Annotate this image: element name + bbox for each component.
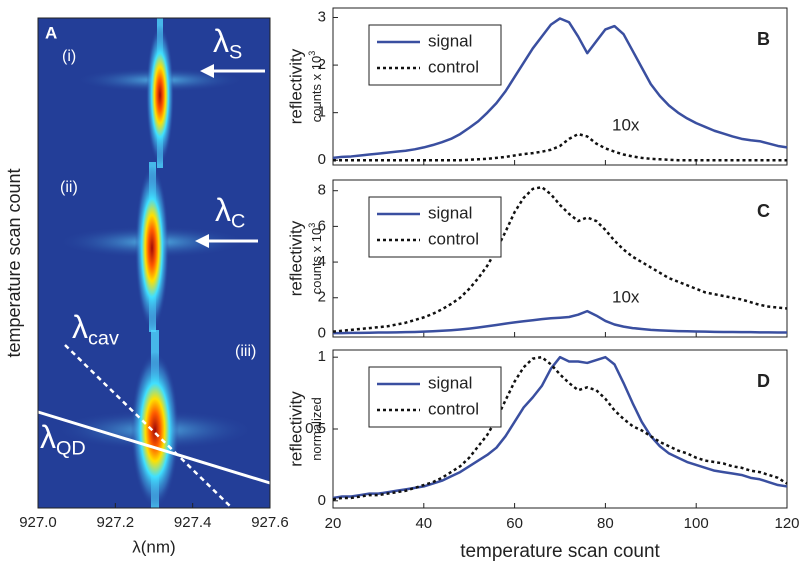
annotation-sub: S xyxy=(229,42,242,64)
annotation: 10x xyxy=(612,115,640,134)
annotation-main: (ii) xyxy=(60,179,78,196)
y-tick-label: 1 xyxy=(318,348,326,365)
series-line xyxy=(333,132,787,162)
y-tick-label: 0 xyxy=(318,151,326,168)
annotation: λQD xyxy=(40,419,86,459)
legend-label: control xyxy=(428,399,479,418)
series-line xyxy=(333,309,787,335)
annotation: λS xyxy=(213,23,242,63)
annotation-main: λ xyxy=(40,419,56,455)
y-axis-label: reflectivity xyxy=(286,48,305,124)
panel-label: B xyxy=(757,29,770,49)
y-axis-sublabel-main: counts x 10 xyxy=(309,56,324,123)
legend-label: signal xyxy=(428,203,472,222)
y-tick-label: 0.5 xyxy=(305,420,326,437)
x-tick-label: 20 xyxy=(325,515,342,532)
y-tick-label: 4 xyxy=(318,253,326,270)
legend-label: signal xyxy=(428,373,472,392)
y-tick-label: 8 xyxy=(318,182,326,199)
series-line xyxy=(332,185,788,333)
annotation: (ii) xyxy=(60,179,78,196)
x-tick-label: 60 xyxy=(506,515,523,532)
annotation-main: λ xyxy=(213,23,229,59)
x-tick-label: 40 xyxy=(415,515,432,532)
y-axis-sublabel-main: counts x 10 xyxy=(309,228,324,295)
y-tick-label: 2 xyxy=(318,289,326,306)
y-axis-label: reflectivity xyxy=(286,220,305,296)
y-axis-label: temperature scan count xyxy=(4,168,24,357)
y-axis-sublabel-main: normalized xyxy=(309,397,324,461)
panel-label: C xyxy=(757,201,770,221)
x-tick-label: 100 xyxy=(684,515,709,532)
legend-label: control xyxy=(428,229,479,248)
x-tick-label: 927.6 xyxy=(251,514,289,531)
x-axis-label: λ(nm) xyxy=(132,537,175,556)
x-tick-label: 927.2 xyxy=(97,514,135,531)
annotation-sub: cav xyxy=(88,328,119,350)
x-tick-label: 927.0 xyxy=(19,514,57,531)
x-tick-label: 927.4 xyxy=(174,514,212,531)
legend-box xyxy=(368,366,502,428)
y-axis-sublabel-sup: 3 xyxy=(307,223,317,228)
annotation: (iii) xyxy=(235,343,256,360)
spectral-map xyxy=(37,17,271,509)
y-tick-label: 1 xyxy=(318,104,326,121)
annotation: λC xyxy=(215,192,245,232)
y-axis-sublabel: normalized xyxy=(309,397,324,461)
y-tick-label: 2 xyxy=(318,56,326,73)
series-line xyxy=(332,355,788,501)
x-tick-label: 80 xyxy=(597,515,614,532)
panel-label: D xyxy=(757,371,770,391)
annotation-main: λ xyxy=(72,309,88,345)
y-axis-sublabel: counts x 103 xyxy=(307,223,324,295)
x-axis-label: temperature scan count xyxy=(460,541,660,561)
annotation-main: λ xyxy=(215,192,231,228)
series-line xyxy=(332,355,788,500)
legend-label: control xyxy=(428,57,479,76)
plot-frame xyxy=(332,7,788,166)
annotation: (i) xyxy=(62,48,76,65)
x-tick-label: 120 xyxy=(774,515,799,532)
annotation-sub: QD xyxy=(56,438,86,460)
y-tick-label: 0 xyxy=(318,492,326,509)
y-tick-label: 6 xyxy=(318,217,326,234)
plot-frame xyxy=(332,179,788,338)
y-axis-sublabel: counts x 103 xyxy=(307,51,324,123)
annotation-main: (i) xyxy=(62,48,76,65)
series-line xyxy=(332,17,788,160)
panel-label: A xyxy=(45,23,57,42)
annotation-sub: C xyxy=(231,211,245,233)
annotation: 10x xyxy=(612,287,640,306)
y-axis-sublabel-sup: 3 xyxy=(307,51,317,56)
annotation: λcav xyxy=(72,309,119,349)
y-tick-label: 0 xyxy=(318,324,326,341)
legend-box xyxy=(368,196,502,258)
legend-box xyxy=(368,24,502,86)
y-tick-label: 3 xyxy=(318,8,326,25)
legend-label: signal xyxy=(428,31,472,50)
annotation-main: (iii) xyxy=(235,343,256,360)
y-axis-label: reflectivity xyxy=(286,391,305,467)
